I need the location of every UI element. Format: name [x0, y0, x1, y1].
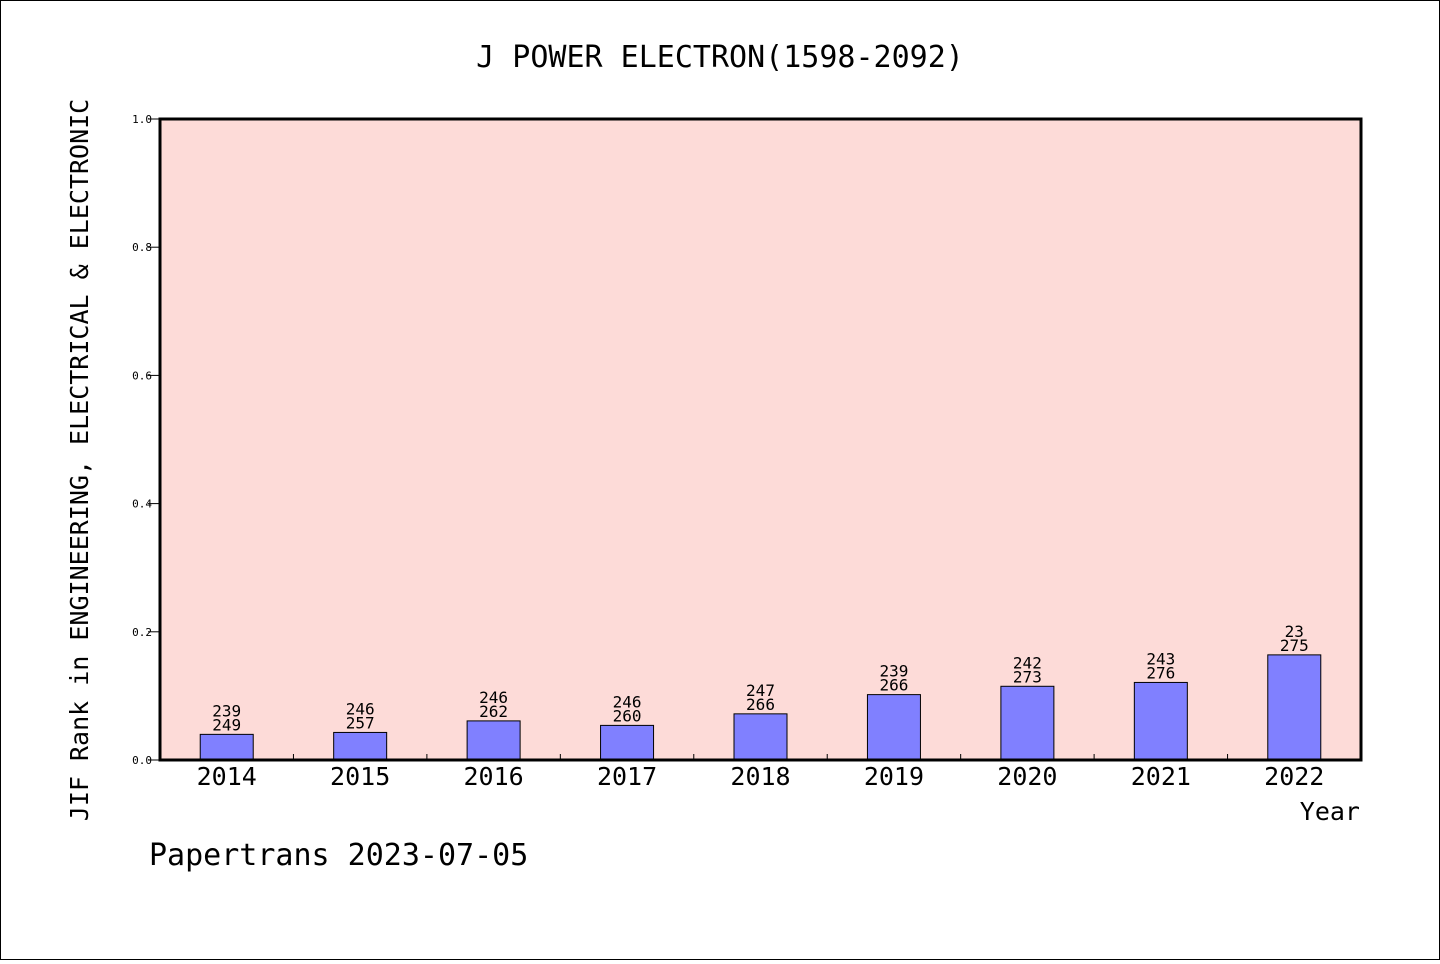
data-label-top: 246 [479, 688, 508, 707]
bar-2014 [199, 733, 254, 761]
data-label-top: 23 [1285, 622, 1304, 641]
x-axis-label: Year [1300, 797, 1360, 826]
chart-title: J POWER ELECTRON(1598-2092) [476, 40, 964, 75]
y-tick-label: 0.0 [132, 754, 152, 767]
data-label-bottom: 266 [879, 676, 908, 695]
bar-2015 [333, 731, 388, 761]
bar-2017 [600, 724, 655, 761]
x-tick-label: 2014 [197, 762, 257, 791]
data-label-bottom: 257 [346, 713, 375, 732]
data-label-bottom: 249 [212, 715, 241, 734]
y-tick-label: 0.8 [132, 241, 152, 254]
plot-border [158, 117, 1363, 762]
data-label-top: 239 [879, 662, 908, 681]
y-axis-label: JIF Rank in ENGINEERING, ELECTRICAL & EL… [65, 99, 94, 821]
x-tick-label: 2022 [1264, 762, 1324, 791]
x-tick-label: 2017 [597, 762, 657, 791]
footer-credit: Papertrans 2023-07-05 [149, 838, 528, 873]
data-label-bottom: 275 [1280, 636, 1309, 655]
data-label-bottom: 262 [479, 702, 508, 721]
y-tick-label: 0.2 [132, 626, 152, 639]
data-label-top: 246 [613, 692, 642, 711]
plot-background [160, 119, 1361, 760]
data-label-bottom: 273 [1013, 667, 1042, 686]
bar-2022 [1267, 654, 1322, 761]
y-tick-label: 0.6 [132, 369, 152, 382]
x-tick-label: 2016 [464, 762, 524, 791]
data-label-top: 242 [1013, 653, 1042, 672]
data-label-top: 246 [346, 699, 375, 718]
y-tick-label: 1.0 [132, 113, 152, 126]
x-tick-label: 2015 [330, 762, 390, 791]
data-label-bottom: 260 [613, 706, 642, 725]
y-tick-label: 0.4 [132, 498, 152, 511]
data-label-bottom: 266 [746, 695, 775, 714]
x-tick-label: 2021 [1131, 762, 1191, 791]
x-tick-label: 2019 [864, 762, 924, 791]
bar-2018 [733, 713, 788, 761]
bar-2019 [866, 694, 921, 761]
bar-2020 [1000, 685, 1055, 761]
data-label-bottom: 276 [1146, 663, 1175, 682]
data-label-top: 239 [212, 701, 241, 720]
data-label-top: 243 [1146, 649, 1175, 668]
bar-2021 [1133, 681, 1188, 761]
bar-2016 [466, 720, 521, 761]
x-tick-label: 2018 [730, 762, 790, 791]
x-tick-label: 2020 [997, 762, 1057, 791]
plot-area: 0.00.20.40.60.81.02014239249201524625720… [132, 113, 1363, 791]
data-label-top: 247 [746, 681, 775, 700]
